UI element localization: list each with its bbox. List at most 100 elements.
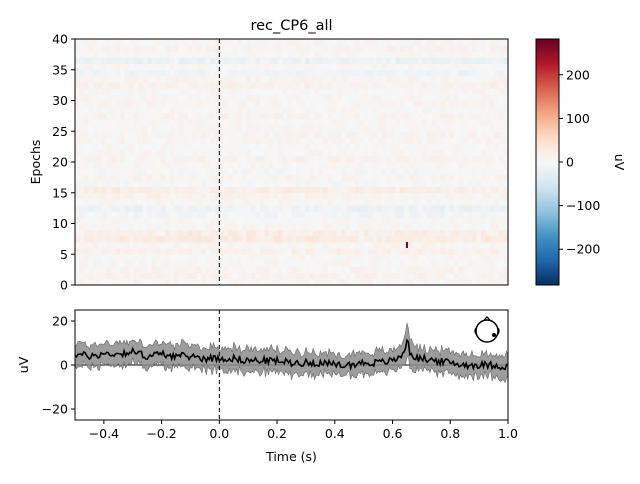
heatmap-cell — [485, 45, 491, 52]
heatmap-cell — [341, 149, 347, 157]
heatmap-cell — [120, 186, 126, 194]
heatmap-cell — [413, 254, 419, 261]
heatmap-cell — [476, 131, 482, 138]
heatmap-cell — [377, 57, 383, 64]
heatmap-cell — [458, 278, 464, 286]
heatmap-cell — [462, 94, 468, 101]
heatmap-cell — [381, 118, 387, 126]
heatmap-cell — [467, 143, 473, 151]
heatmap-cell — [494, 248, 500, 255]
heatmap-cell — [142, 155, 148, 163]
heatmap-cell — [296, 155, 301, 163]
heatmap-cell — [336, 168, 342, 175]
heatmap-cell — [408, 94, 414, 101]
heatmap-cell — [277, 174, 283, 181]
heatmap-cell — [214, 149, 220, 157]
heatmap-cell — [453, 57, 459, 64]
heatmap-cell — [422, 106, 428, 114]
heatmap-cell — [458, 205, 464, 212]
heatmap-cell — [381, 51, 387, 58]
heatmap-cell — [133, 180, 139, 187]
heatmap-cell — [160, 125, 166, 132]
heatmap-cell — [471, 278, 477, 286]
heatmap-cell — [84, 235, 89, 243]
heatmap-cell — [444, 106, 450, 114]
heatmap-cell — [296, 45, 301, 52]
heatmap-cell — [183, 75, 189, 83]
heatmap-cell — [286, 57, 292, 64]
heatmap-cell — [386, 100, 392, 108]
heatmap-cell — [372, 63, 378, 71]
heatmap-cell — [178, 112, 184, 120]
heatmap-cell — [111, 235, 116, 243]
heatmap-cell — [286, 162, 292, 169]
heatmap-cell — [489, 94, 495, 101]
heatmap-cell — [223, 143, 229, 151]
heatmap-cell — [327, 51, 333, 58]
heatmap-cell — [467, 235, 473, 243]
heatmap-cell — [296, 254, 301, 261]
heatmap-cell — [205, 180, 211, 187]
heatmap-cell — [255, 223, 261, 231]
heatmap-cell — [196, 168, 202, 175]
heatmap-cell — [223, 106, 229, 114]
heatmap-cell — [305, 254, 310, 261]
heatmap-cell — [503, 118, 509, 126]
heatmap-cell — [449, 162, 455, 169]
heatmap-cell — [273, 75, 279, 83]
heatmap-cell — [327, 278, 333, 286]
heatmap-cell — [241, 229, 247, 237]
heatmap-cell — [174, 198, 180, 206]
heatmap-cell — [444, 118, 450, 126]
heatmap-cell — [102, 106, 107, 114]
heatmap-cell — [341, 205, 347, 212]
heatmap-cell — [341, 131, 347, 138]
heatmap-cell — [480, 162, 486, 169]
heatmap-cell — [201, 198, 207, 206]
heatmap-cell — [399, 143, 405, 151]
heatmap-cell — [196, 192, 202, 200]
heatmap-cell — [408, 155, 414, 163]
heatmap-cell — [386, 278, 392, 286]
heatmap-cell — [291, 192, 297, 200]
heatmap-cell — [345, 100, 351, 108]
heatmap-cell — [363, 57, 369, 64]
heatmap-cell — [282, 192, 288, 200]
heatmap-cell — [480, 248, 486, 255]
heatmap-cell — [97, 45, 103, 52]
heatmap-cell — [345, 266, 351, 274]
heatmap-cell — [422, 57, 428, 64]
heatmap-cell — [390, 63, 396, 71]
heatmap-cell — [255, 155, 261, 163]
heatmap-cell — [332, 100, 337, 108]
heatmap-cell — [413, 248, 419, 255]
heatmap-cell — [458, 94, 464, 101]
heatmap-cell — [264, 278, 270, 286]
heatmap-cell — [291, 168, 297, 175]
heatmap-cell — [124, 94, 130, 101]
heatmap-cell — [88, 88, 94, 95]
heatmap-cell — [97, 241, 103, 249]
heatmap-cell — [102, 57, 107, 64]
heatmap-cell — [350, 63, 356, 71]
heatmap-cell — [476, 82, 482, 89]
heatmap-cell — [277, 39, 283, 46]
heatmap-cell — [377, 168, 383, 175]
heatmap-cell — [205, 57, 211, 64]
heatmap-cell — [237, 229, 243, 237]
heatmap-cell — [431, 174, 437, 181]
heatmap-cell — [142, 229, 148, 237]
heatmap-cell — [291, 51, 297, 58]
heatmap-cell — [97, 235, 103, 243]
heatmap-cell — [93, 106, 98, 114]
heatmap-cell — [314, 39, 319, 46]
heatmap-cell — [368, 106, 374, 114]
heatmap-cell — [489, 180, 495, 187]
heatmap-cell — [169, 235, 175, 243]
heatmap-cell — [368, 94, 374, 101]
heatmap-cell — [210, 229, 216, 237]
heatmap-cell — [138, 272, 144, 280]
heatmap-cell — [147, 192, 153, 200]
heatmap-cell — [84, 186, 89, 194]
heatmap-cell — [296, 223, 301, 231]
